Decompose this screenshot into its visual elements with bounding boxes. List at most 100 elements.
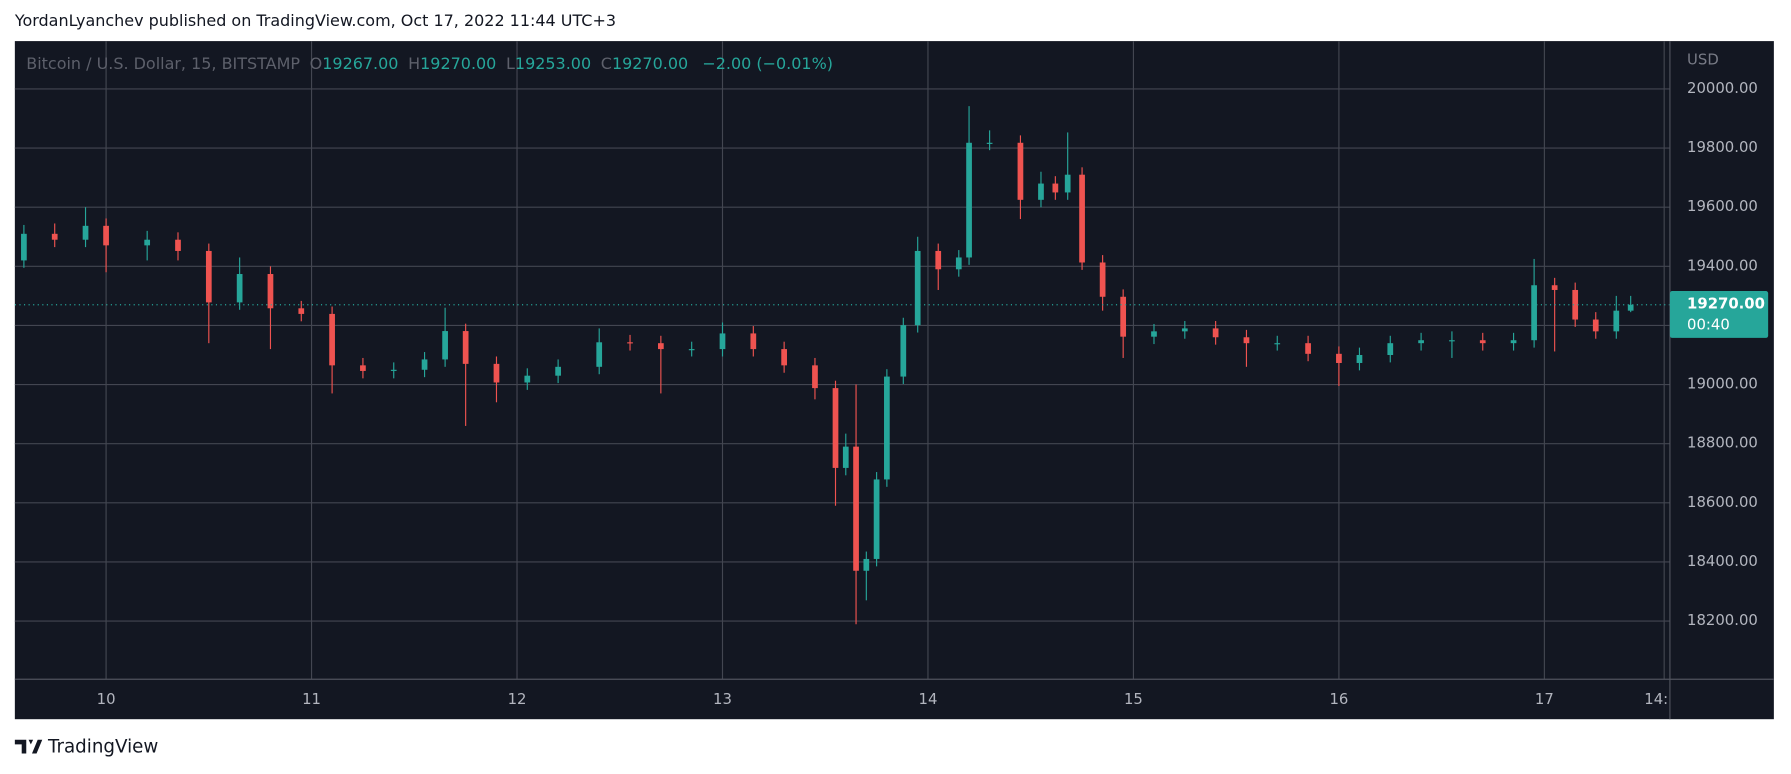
candle-body [1531,285,1537,341]
footer-logo: TradingView [14,737,158,758]
candle-body [1079,174,1085,263]
x-tick-label: 12 [508,691,527,708]
candle-body [390,369,397,371]
footer-brand[interactable]: TradingView [47,737,158,758]
candle-body [175,239,181,251]
candle-body [842,446,849,468]
candle-body [51,233,58,240]
y-tick-label: 19600.00 [1687,198,1758,215]
candle-body [627,342,633,344]
candle-body [1099,262,1106,297]
x-tick-label: 16 [1329,691,1348,708]
countdown-label: 00:40 [1687,316,1730,333]
candle-body [1551,285,1558,290]
x-tick-label: 13 [713,691,732,708]
x-tick-label: 11 [302,691,321,708]
y-tick-label: 18800.00 [1687,435,1758,452]
y-tick-label: 19800.00 [1687,139,1758,156]
currency-label: USD [1687,52,1719,69]
candle-body [462,331,469,364]
candle-body [1038,183,1044,200]
candle-body [1627,304,1634,311]
candle-body [955,257,962,270]
candle-body [1449,340,1455,342]
candle-body [1479,340,1486,344]
y-tick-label: 18200.00 [1687,612,1758,629]
candle-body [853,446,859,571]
legend-key: H [408,53,420,72]
legend-key: C [601,53,612,72]
candle-body [688,349,695,351]
candle-body [103,225,109,246]
chart-panel [14,41,1774,720]
candle-body [236,274,243,303]
x-tick-label: 14 [919,691,938,708]
x-tick-label: 17 [1535,691,1554,708]
candle-body [863,558,870,571]
candle-body [1336,353,1342,363]
candle-body [524,375,531,383]
legend-value: 19253.00 [515,53,591,72]
candle-body [1052,183,1059,193]
legend-key: O [310,53,323,72]
candles [14,106,1670,625]
legend-key: L [506,53,515,72]
candle-body [267,274,274,309]
y-tick-label: 20000.00 [1687,80,1758,97]
candle-body [1243,337,1250,344]
candle-body [1212,328,1219,338]
candle-body [914,250,921,326]
candle-body [1510,340,1517,344]
candle-body [493,363,500,383]
candle-body [719,333,726,350]
candle-body [750,333,757,350]
x-tick-label: 15 [1124,691,1143,708]
candle-body [1356,354,1363,363]
candle-body [1017,142,1024,200]
candle-body [82,225,89,240]
candle-body [1120,296,1127,337]
candle-body [21,233,27,261]
candle-body [205,250,212,303]
candle-body [873,479,880,559]
candle-body [555,366,561,376]
legend-value: 19267.00 [322,53,398,72]
candle-body [298,308,305,314]
candle-body [1274,343,1281,345]
candle-body [329,313,335,366]
candle-body [1592,319,1599,332]
candle-body [1387,343,1394,355]
candle-body [442,331,448,360]
candle-body [832,388,839,468]
last-price-box [1669,291,1769,338]
candle-body [1418,340,1424,344]
y-tick-label: 19400.00 [1687,257,1758,274]
candle-body [966,142,972,258]
legend-change: −2.00 (−0.01%) [702,53,833,72]
candle-body [1305,343,1311,354]
axes: 18200.00 18400.00 18600.00 18800.00 19000.00… [97,80,1769,708]
candle-body [1064,174,1071,193]
y-tick-label: 19000.00 [1687,376,1758,393]
candle-body [360,365,366,371]
logo-icon [14,739,43,754]
candle-body [884,376,890,480]
symbol-name: Bitcoin / U.S. Dollar, 15, BITSTAMP [26,53,300,72]
candle-body [1181,328,1188,332]
x-tick-label: 14: [1644,691,1668,708]
x-tick-label: 10 [97,691,116,708]
legend-value: 19270.00 [420,53,496,72]
candle-body [935,250,942,270]
candle-body [1151,331,1157,337]
candle-body [812,365,818,389]
candle-body [900,325,907,377]
grid [14,41,1670,680]
publish-header: YordanLyanchev published on TradingView.… [14,11,616,30]
y-tick-label: 18400.00 [1687,553,1758,570]
candle-body [986,142,993,144]
candle-body [144,239,151,246]
candle-body [781,349,787,366]
candle-body [1572,289,1579,320]
